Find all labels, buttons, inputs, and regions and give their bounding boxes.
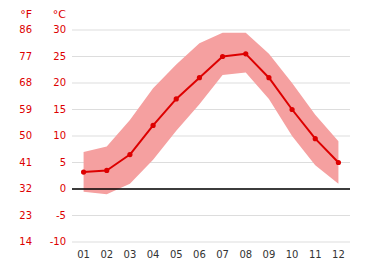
mean-point xyxy=(127,152,132,157)
mean-point xyxy=(243,51,248,56)
mean-point xyxy=(150,123,155,128)
mean-line xyxy=(84,54,339,172)
y-tick-label: 20 xyxy=(53,77,66,88)
y2-tick-label: 32 xyxy=(19,183,32,194)
y2-tick-label: 50 xyxy=(19,130,32,141)
y2-axis-label: °F xyxy=(20,8,32,21)
mean-point xyxy=(174,96,179,101)
x-tick-label: 09 xyxy=(263,249,276,260)
y2-tick-label: 23 xyxy=(19,210,32,221)
y-tick-label: 0 xyxy=(60,183,66,194)
mean-point xyxy=(81,169,86,174)
x-tick-label: 10 xyxy=(286,249,299,260)
x-tick-label: 01 xyxy=(77,249,90,260)
zero-line xyxy=(72,188,350,190)
y-tick-label: -10 xyxy=(50,236,66,247)
y-axis-label: °C xyxy=(53,8,67,21)
x-tick-label: 02 xyxy=(100,249,113,260)
grid-line xyxy=(72,242,350,243)
y2-tick-label: 14 xyxy=(19,236,32,247)
chart-container: -10-5051015202530142332415059687786°C°F0… xyxy=(0,0,365,273)
y2-tick-label: 41 xyxy=(19,157,32,168)
x-tick-label: 06 xyxy=(193,249,206,260)
mean-point xyxy=(266,75,271,80)
x-tick-label: 03 xyxy=(124,249,137,260)
x-tick-label: 11 xyxy=(309,249,322,260)
x-tick-label: 08 xyxy=(239,249,252,260)
min-max-band xyxy=(84,33,339,195)
y-tick-label: 30 xyxy=(53,24,66,35)
mean-point xyxy=(220,54,225,59)
y-tick-label: 10 xyxy=(53,130,66,141)
y2-tick-label: 59 xyxy=(19,104,32,115)
grid-line xyxy=(72,215,350,216)
mean-point xyxy=(197,75,202,80)
grid xyxy=(72,30,350,242)
x-tick-label: 12 xyxy=(332,249,345,260)
grid-line xyxy=(72,189,350,190)
grid-line xyxy=(72,30,350,31)
x-tick-label: 05 xyxy=(170,249,183,260)
mean-point xyxy=(104,168,109,173)
y-tick-label: 5 xyxy=(60,157,66,168)
x-tick-label: 04 xyxy=(147,249,160,260)
y2-tick-label: 86 xyxy=(19,24,32,35)
mean-point xyxy=(313,136,318,141)
chart: -10-5051015202530142332415059687786°C°F0… xyxy=(0,0,365,273)
y2-tick-label: 68 xyxy=(19,77,32,88)
y-tick-label: 15 xyxy=(53,104,66,115)
mean-point xyxy=(289,107,294,112)
x-tick-label: 07 xyxy=(216,249,229,260)
y-tick-label: 25 xyxy=(53,51,66,62)
plot-area xyxy=(72,33,350,195)
y-tick-label: -5 xyxy=(56,210,66,221)
y2-tick-label: 77 xyxy=(19,51,32,62)
mean-point xyxy=(336,160,341,165)
